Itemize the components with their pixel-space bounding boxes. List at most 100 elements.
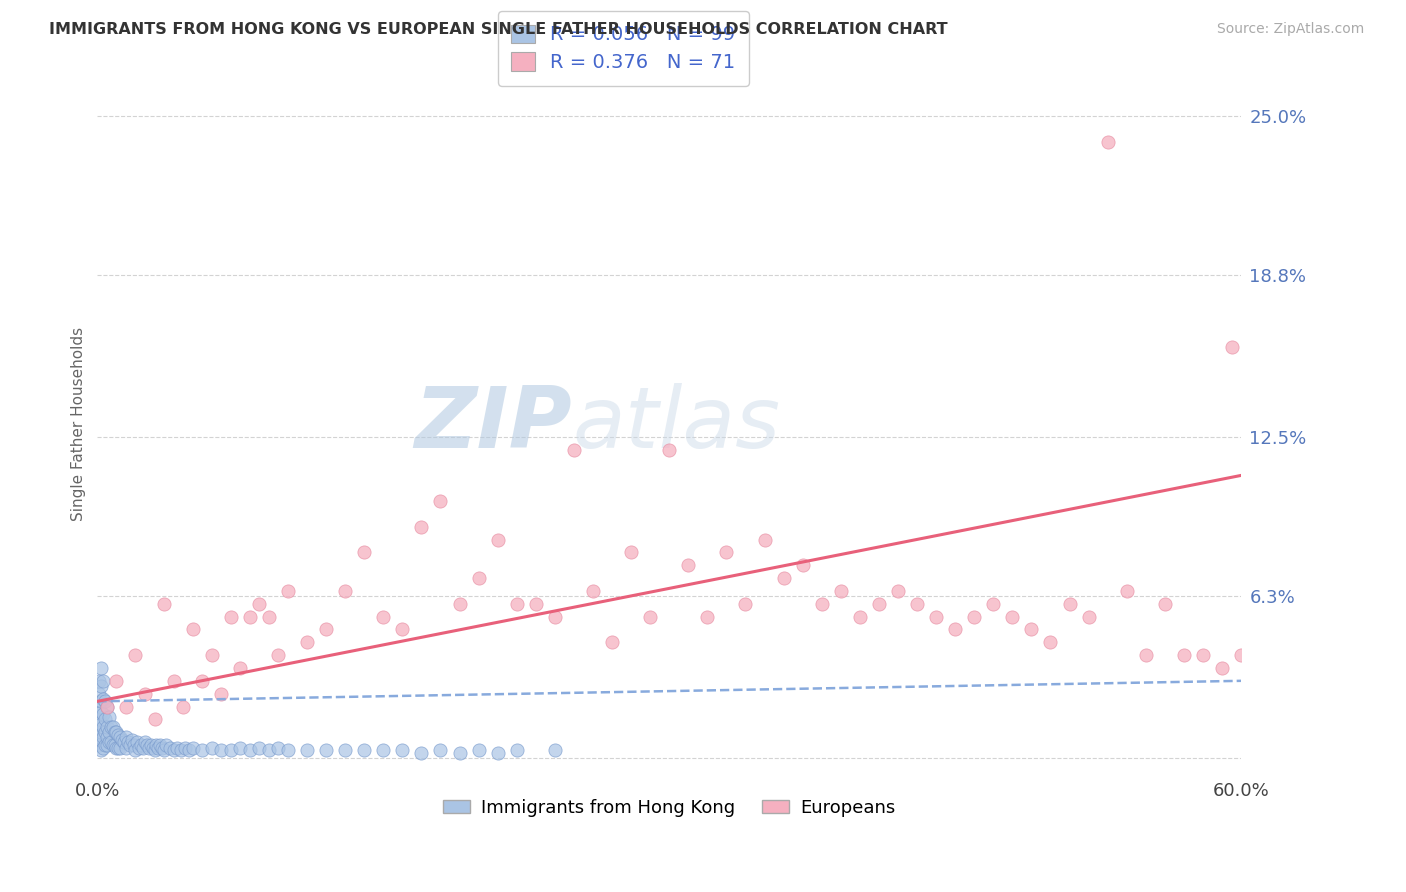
Point <box>91 673 114 688</box>
Point <box>620 545 643 559</box>
Point <box>373 743 395 757</box>
Point <box>103 738 125 752</box>
Point <box>143 712 166 726</box>
Point <box>391 743 413 757</box>
Point <box>981 597 1004 611</box>
Point <box>905 597 928 611</box>
Point <box>716 545 738 559</box>
Point <box>97 735 120 749</box>
Point <box>121 732 143 747</box>
Point <box>170 743 193 757</box>
Point <box>90 717 112 731</box>
Point <box>139 738 162 752</box>
Point <box>94 712 117 726</box>
Point <box>333 584 356 599</box>
Point <box>134 687 156 701</box>
Point <box>127 735 149 749</box>
Point <box>134 735 156 749</box>
Point <box>91 731 114 745</box>
Point <box>96 738 118 752</box>
Point <box>91 707 114 722</box>
Point <box>129 738 152 752</box>
Point <box>467 743 489 757</box>
Point <box>96 731 118 745</box>
Point <box>1115 584 1137 599</box>
Point <box>90 725 112 739</box>
Point <box>96 699 118 714</box>
Point <box>1097 135 1119 149</box>
Point <box>868 597 890 611</box>
Point <box>209 743 232 757</box>
Point <box>91 740 114 755</box>
Point <box>172 699 194 714</box>
Point <box>209 687 232 701</box>
Point <box>696 609 718 624</box>
Point <box>143 743 166 757</box>
Point <box>103 725 125 739</box>
Point <box>110 740 132 755</box>
Point <box>89 699 111 714</box>
Point <box>411 746 433 760</box>
Point <box>110 731 132 745</box>
Point <box>353 743 375 757</box>
Point <box>181 623 204 637</box>
Point <box>1039 635 1062 649</box>
Point <box>155 738 177 752</box>
Point <box>1021 623 1043 637</box>
Point <box>100 720 122 734</box>
Point <box>449 746 471 760</box>
Point <box>174 740 197 755</box>
Point <box>128 740 150 755</box>
Point <box>429 743 451 757</box>
Point <box>177 743 200 757</box>
Point <box>315 623 337 637</box>
Point <box>181 740 204 755</box>
Point <box>315 743 337 757</box>
Point <box>562 442 585 457</box>
Point <box>925 609 948 624</box>
Point <box>94 725 117 739</box>
Point <box>391 623 413 637</box>
Point <box>89 687 111 701</box>
Point <box>1135 648 1157 662</box>
Point <box>582 584 605 599</box>
Point <box>600 635 623 649</box>
Text: Source: ZipAtlas.com: Source: ZipAtlas.com <box>1216 22 1364 37</box>
Point <box>754 533 776 547</box>
Point <box>506 597 529 611</box>
Point <box>105 673 128 688</box>
Point <box>94 694 117 708</box>
Point <box>101 738 124 752</box>
Point <box>105 740 128 755</box>
Point <box>247 597 270 611</box>
Point <box>90 743 112 757</box>
Point <box>219 743 242 757</box>
Point <box>89 712 111 726</box>
Point <box>506 743 529 757</box>
Point <box>295 743 318 757</box>
Point <box>449 597 471 611</box>
Point <box>229 740 252 755</box>
Point <box>810 597 832 611</box>
Point <box>411 520 433 534</box>
Point <box>100 735 122 749</box>
Point <box>295 635 318 649</box>
Point <box>90 732 112 747</box>
Point <box>257 609 280 624</box>
Point <box>524 597 547 611</box>
Point <box>90 694 112 708</box>
Point <box>1001 609 1024 624</box>
Point <box>191 673 214 688</box>
Point <box>94 738 117 752</box>
Point <box>333 743 356 757</box>
Point <box>115 699 138 714</box>
Point <box>122 738 145 752</box>
Point <box>772 571 794 585</box>
Text: IMMIGRANTS FROM HONG KONG VS EUROPEAN SINGLE FATHER HOUSEHOLDS CORRELATION CHART: IMMIGRANTS FROM HONG KONG VS EUROPEAN SI… <box>49 22 948 37</box>
Point <box>118 738 141 752</box>
Point <box>162 673 184 688</box>
Point <box>486 533 509 547</box>
Point <box>115 731 138 745</box>
Point <box>887 584 910 599</box>
Point <box>257 743 280 757</box>
